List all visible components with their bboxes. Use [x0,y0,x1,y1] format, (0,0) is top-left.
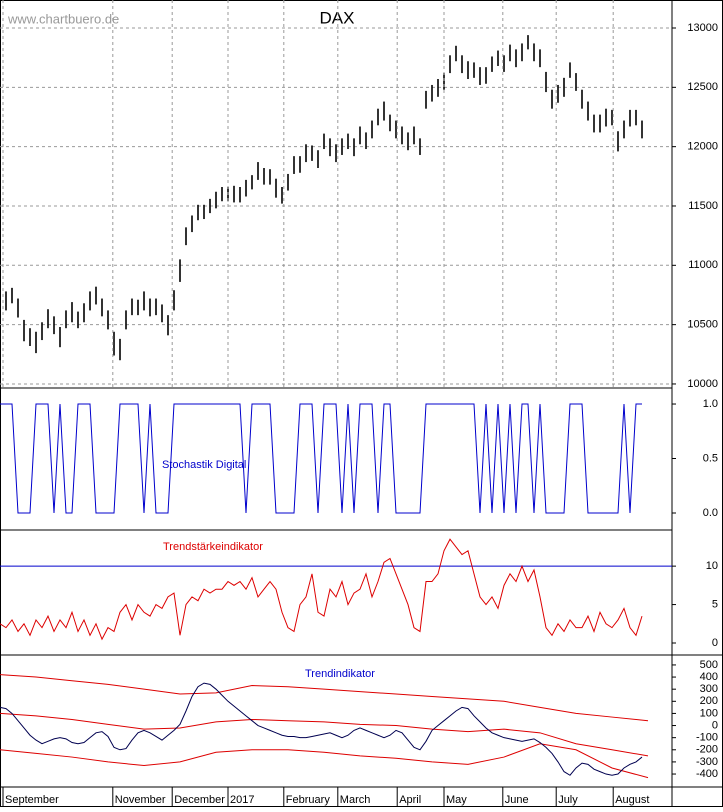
y-tick-label: -200 [696,744,718,756]
x-tick-label: 2017 [230,794,254,806]
watermark: www.chartbuero.de [7,11,119,26]
y-tick-label: -100 [696,732,718,744]
y-tick-label: 0.0 [703,507,718,519]
y-tick-label: -300 [696,756,718,768]
indicator-line [0,674,649,722]
y-tick-label: 0 [712,719,718,731]
panel-label: Trendindikator [305,668,375,680]
x-tick-label: May [446,794,467,806]
y-tick-label: 11000 [688,259,718,271]
indicator-line [0,743,649,779]
indicator-line [0,682,643,776]
x-tick-label: July [558,794,578,806]
x-tick-label: February [286,794,331,806]
y-tick-label: 10 [706,560,718,572]
indicator-line [0,712,649,757]
x-tick-label: August [615,794,649,806]
indicator-line [0,403,642,514]
y-tick-label: 400 [700,671,718,683]
y-tick-label: 300 [700,683,718,695]
y-tick-label: 12500 [687,81,718,93]
x-tick-label: November [115,794,166,806]
y-tick-label: 12000 [687,141,718,153]
y-tick-label: 10500 [687,319,718,331]
x-tick-label: June [505,794,529,806]
x-tick-label: March [340,794,371,806]
y-tick-label: -400 [696,768,718,780]
y-tick-label: 0.5 [703,452,718,464]
x-tick-label: April [399,794,421,806]
x-tick-label: September [5,794,59,806]
y-tick-label: 5 [712,598,718,610]
panel-label: Stochastik Digital [162,459,246,471]
panel-label: Trendstärkeindikator [163,541,263,553]
y-tick-label: 11500 [688,200,718,212]
x-tick-label: December [174,794,225,806]
y-tick-label: 1.0 [703,398,718,410]
y-tick-label: 500 [700,659,718,671]
y-tick-label: 10000 [687,378,718,390]
y-tick-label: 0 [712,637,718,649]
y-tick-label: 100 [700,707,718,719]
chart-title: DAX [320,8,355,27]
indicator-line [0,538,643,641]
y-tick-label: 200 [700,695,718,707]
y-tick-label: 13000 [687,22,718,34]
